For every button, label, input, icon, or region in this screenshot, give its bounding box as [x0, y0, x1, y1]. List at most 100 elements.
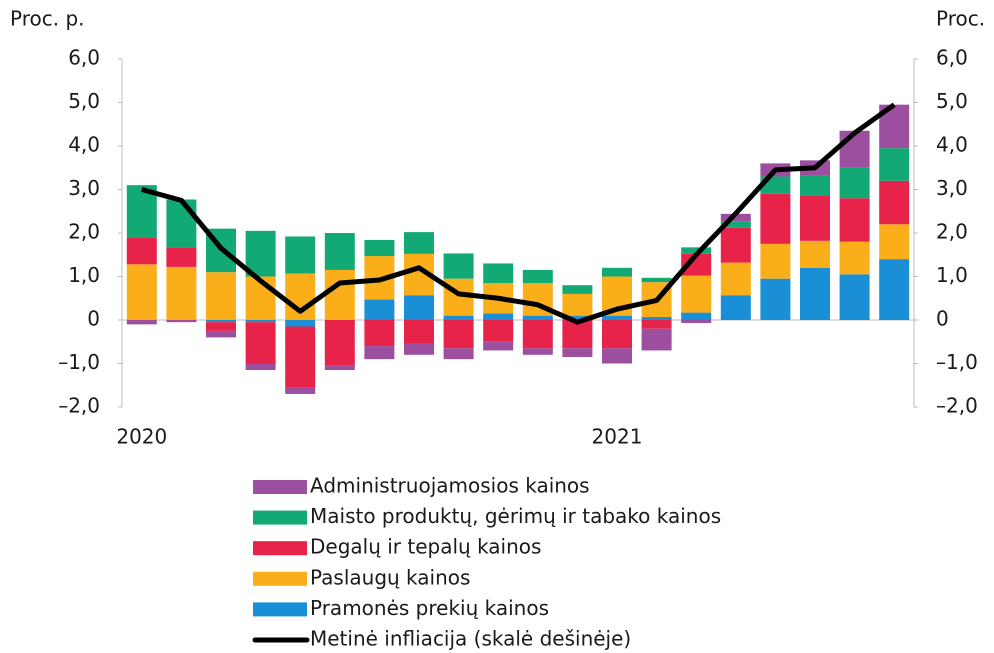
bar-segment — [324, 320, 355, 366]
bar-segment — [562, 293, 593, 316]
bar-segment — [602, 320, 632, 349]
y-tick-label: 0 — [87, 307, 100, 331]
bar-segment — [166, 266, 197, 320]
bar-segment — [760, 193, 791, 244]
bar-segment — [641, 316, 672, 320]
y-tick-label: 4,0 — [68, 133, 100, 157]
bar-segment — [641, 328, 672, 351]
bar-segment — [324, 233, 355, 270]
bar-segment — [285, 387, 316, 394]
y2-tick-label: –2,0 — [936, 394, 978, 418]
bar-segment — [364, 299, 395, 320]
y2-tick-label: 0 — [936, 307, 949, 331]
bar-segment — [681, 247, 712, 254]
y2-tick-label: 5,0 — [936, 89, 968, 113]
bar-segment — [443, 320, 474, 349]
y2-tick-label: 4,0 — [936, 133, 968, 157]
bar-segment — [839, 274, 870, 320]
bar-segment — [404, 232, 434, 254]
bar-segment — [324, 269, 355, 320]
line — [141, 102, 896, 325]
bar-segment — [483, 341, 514, 351]
bar-segment — [206, 322, 236, 331]
bar-segment — [126, 237, 157, 265]
bar-segment — [879, 224, 910, 260]
bar-segment — [364, 320, 395, 347]
bar-segment — [443, 315, 474, 320]
bar-segment — [839, 241, 870, 275]
y-tick-label: 2,0 — [68, 220, 100, 244]
bar-segment — [879, 148, 910, 181]
y-tick-label: 5,0 — [68, 89, 100, 113]
bar-segment — [720, 227, 751, 263]
bar-segment — [839, 130, 870, 168]
legend-swatch — [253, 602, 307, 617]
bar-segment — [839, 167, 870, 199]
bar-segment — [483, 263, 514, 284]
bar-segment — [483, 320, 514, 342]
bar-segment — [206, 330, 236, 338]
y2-axis-title: Proc. — [936, 7, 985, 31]
bar-segment — [166, 247, 197, 267]
bar-segment — [206, 320, 236, 323]
bar-segment — [245, 363, 276, 371]
bar-segment — [324, 365, 355, 371]
bar-segment — [166, 320, 197, 323]
bar-segment — [404, 295, 434, 320]
bar-segment — [879, 259, 910, 320]
bar-segment — [681, 275, 712, 313]
bar-segment — [562, 315, 593, 320]
bar-segment — [879, 180, 910, 225]
bar-segment — [641, 277, 672, 283]
bar-segment — [720, 262, 751, 296]
bar-segment — [285, 326, 316, 388]
bar-segment — [602, 315, 632, 320]
bar-segment — [602, 348, 632, 364]
bar-segment — [681, 320, 712, 324]
legend-label: Paslaugų kainos — [310, 565, 470, 589]
y-tick-label: 6,0 — [68, 46, 100, 70]
bar-segment — [126, 264, 157, 320]
y-tick-label: 1,0 — [68, 263, 100, 287]
y2-tick-label: 2,0 — [936, 220, 968, 244]
bar-segment — [720, 213, 751, 222]
legend-label: Metinė infliacija (skalė dešinėje) — [310, 627, 631, 651]
bar-segment — [522, 348, 553, 355]
bar-segment — [245, 320, 276, 323]
y2-tick-label: 6,0 — [936, 46, 968, 70]
legend-label: Pramonės prekių kainos — [310, 596, 549, 620]
bar-segment — [800, 240, 830, 268]
bar-segment — [839, 198, 870, 242]
y-tick-label: 3,0 — [68, 176, 100, 200]
bar-segment — [443, 348, 474, 360]
y-tick-label: –1,0 — [58, 350, 100, 374]
bar-segment — [364, 239, 395, 257]
bar-segment — [562, 348, 593, 357]
bar-segment — [800, 175, 830, 196]
y-axis-title: Proc. p. — [10, 7, 85, 31]
bar-segment — [522, 315, 553, 320]
bar-segment — [483, 313, 514, 320]
y2-tick-label: 3,0 — [936, 176, 968, 200]
x-tick-label: 2020 — [116, 425, 167, 449]
bar-segment — [285, 236, 316, 274]
bar-segment — [166, 199, 197, 248]
bar-segment — [800, 267, 830, 320]
bar-segment — [720, 221, 751, 228]
bar-segment — [800, 195, 830, 241]
legend-label: Degalų ir tepalų kainos — [310, 535, 541, 559]
bar-segment — [404, 320, 434, 344]
legend-swatch — [253, 571, 307, 586]
legend-swatch — [253, 480, 307, 494]
bar-segment — [760, 278, 791, 320]
bar-segment — [245, 230, 276, 277]
bar-segment — [681, 253, 712, 276]
y-tick-label: –2,0 — [58, 394, 100, 418]
y2-tick-label: 1,0 — [936, 263, 968, 287]
bar-segment — [641, 320, 672, 329]
bar-segment — [562, 285, 593, 294]
bar-segment — [206, 272, 236, 320]
x-tick-label: 2021 — [592, 425, 643, 449]
legend-label: Maisto produktų, gėrimų ir tabako kainos — [310, 504, 721, 528]
